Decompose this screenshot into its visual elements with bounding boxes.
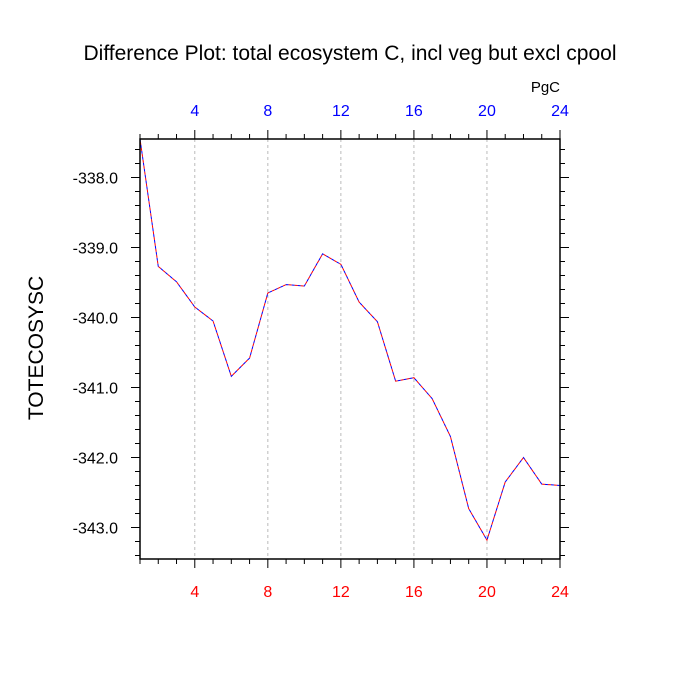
x-tick-label-bottom: 16 xyxy=(405,584,423,601)
x-tick-label-bottom: 4 xyxy=(190,584,199,601)
y-tick-label: -342.0 xyxy=(73,451,118,468)
x-tick-label-bottom: 20 xyxy=(478,584,496,601)
series-group xyxy=(139,138,561,542)
grid-lines xyxy=(194,139,488,559)
x-tick-label-top: 24 xyxy=(551,103,569,120)
x-tick-label-top: 20 xyxy=(478,103,496,120)
chart-title: Difference Plot: total ecosystem C, incl… xyxy=(83,42,617,65)
y-tick-label: -341.0 xyxy=(73,381,118,398)
x-tick-label-bottom: 8 xyxy=(263,584,272,601)
plot-frame xyxy=(139,138,561,560)
tick-labels: 4 4 8 8 12 12 16 16 20 20 24 24 -338.0 -339.0 -340.0 -3… xyxy=(73,103,569,601)
x-tick-label-top: 16 xyxy=(405,103,423,120)
x-tick-label-top: 4 xyxy=(190,103,199,120)
axis-ticks xyxy=(131,130,569,568)
series-line-red xyxy=(139,138,561,542)
series-line-blue xyxy=(139,138,561,542)
y-tick-label: -343.0 xyxy=(73,521,118,538)
units-label: PgC xyxy=(530,79,560,96)
x-tick-label-top: 8 xyxy=(263,103,272,120)
y-tick-label: -340.0 xyxy=(73,311,118,328)
x-tick-label-top: 12 xyxy=(332,103,350,120)
x-tick-label-bottom: 24 xyxy=(551,584,569,601)
x-tick-label-bottom: 12 xyxy=(332,584,350,601)
y-tick-label: -339.0 xyxy=(73,241,118,258)
y-tick-label: -338.0 xyxy=(73,171,118,188)
